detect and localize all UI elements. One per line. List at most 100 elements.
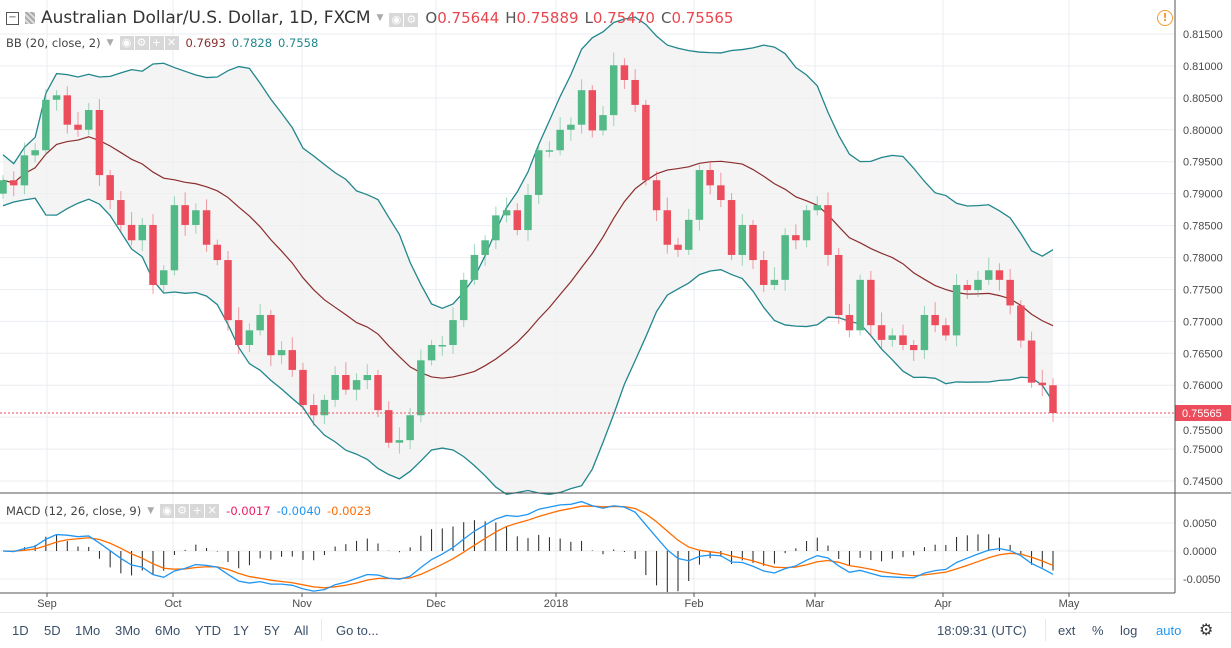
close-icon[interactable]: ✕ [205, 504, 220, 518]
macd-label[interactable]: MACD (12, 26, close, 9) [6, 503, 142, 518]
candle [395, 427, 404, 454]
candle-body [127, 224, 136, 241]
candle-body [781, 235, 789, 280]
candle [1038, 369, 1047, 397]
range-5d[interactable]: 5D [44, 623, 61, 638]
candle [834, 247, 843, 324]
candle [792, 224, 800, 250]
eye-icon[interactable]: ◉ [389, 13, 404, 27]
candle-body [106, 175, 114, 201]
low-value: 0.75470 [592, 9, 655, 27]
bb-label[interactable]: BB (20, close, 2) [6, 35, 101, 50]
candle-body [202, 210, 211, 245]
macd-signal-value: -0.0023 [326, 503, 372, 518]
chevron-down-icon[interactable]: ▼ [147, 505, 155, 516]
gear-icon[interactable]: ⚙ [134, 36, 149, 50]
candle [63, 86, 72, 134]
candle-body [299, 369, 307, 406]
candle [749, 219, 757, 270]
candle-body [642, 104, 650, 181]
range-1mo[interactable]: 1Mo [75, 623, 101, 638]
candle-body [974, 279, 982, 291]
candle [42, 88, 50, 156]
gear-icon[interactable]: ⚙ [404, 13, 419, 27]
candle [642, 99, 650, 186]
candle [609, 52, 618, 126]
candle [438, 336, 447, 356]
candle-body [717, 185, 725, 201]
ext-toggle[interactable]: ext [1058, 623, 1076, 638]
candle-body [1038, 382, 1047, 386]
price-tick-label: 0.75000 [1183, 444, 1223, 456]
range-1y[interactable]: 1Y [233, 623, 249, 638]
candle-body [352, 380, 361, 390]
range-all[interactable]: All [294, 623, 309, 638]
candle [84, 102, 93, 135]
candle-body [920, 314, 929, 351]
plus-icon[interactable]: + [149, 36, 164, 50]
candle-body [138, 224, 147, 241]
time-tick-label: Feb [685, 598, 704, 610]
price-tick-label: 0.80500 [1183, 93, 1223, 105]
candle-body [63, 95, 72, 125]
candle [899, 324, 907, 351]
candle-body [181, 205, 189, 225]
price-tick-label: 0.78000 [1183, 253, 1223, 265]
candle [952, 274, 961, 347]
candle-body [845, 314, 854, 331]
chart-canvas[interactable]: 0.81500 0.81000 0.80500 0.80000 0.79500 0.790… [0, 0, 1231, 612]
candle-body [599, 115, 607, 131]
auto-toggle[interactable]: auto [1156, 623, 1182, 638]
gear-icon[interactable]: ⚙ [175, 504, 190, 518]
bb-basis-value: 0.7693 [185, 35, 226, 50]
candle [20, 142, 29, 195]
collapse-icon[interactable]: − [6, 11, 19, 25]
range-6mo[interactable]: 6Mo [155, 623, 181, 638]
candle-body [545, 150, 554, 152]
candle-body [213, 244, 222, 261]
candle-body [417, 360, 425, 416]
candle-body [856, 279, 864, 331]
plus-icon[interactable]: + [190, 504, 205, 518]
range-5y[interactable]: 5Y [264, 623, 280, 638]
candle-body [267, 314, 275, 356]
warning-icon[interactable]: ! [1157, 10, 1173, 26]
price-tick-label: 0.79500 [1183, 157, 1223, 169]
goto-button[interactable]: Go to... [336, 623, 379, 638]
candle [256, 304, 264, 336]
candle-body [1006, 279, 1014, 306]
symbol-title[interactable]: Australian Dollar/U.S. Dollar, 1D, FXCM [41, 8, 371, 28]
candle-body [706, 170, 714, 186]
eye-icon[interactable]: ◉ [119, 36, 134, 50]
candle [267, 309, 275, 367]
candle [1049, 378, 1057, 422]
candle-body [995, 270, 1004, 280]
time-tick-label: Sep [37, 598, 57, 610]
candle [770, 267, 779, 291]
chevron-down-icon[interactable]: ▼ [106, 37, 114, 48]
range-ytd[interactable]: YTD [195, 623, 221, 638]
time-tick-label: Dec [426, 598, 446, 610]
clock[interactable]: 18:09:31 (UTC) [937, 623, 1027, 638]
candle [127, 212, 136, 246]
eye-icon[interactable]: ◉ [160, 504, 175, 518]
chevron-down-icon[interactable]: ▼ [376, 13, 384, 23]
log-toggle[interactable]: log [1120, 623, 1138, 638]
time-tick-label: Nov [292, 598, 312, 610]
bb-legend: BB (20, close, 2) ▼ ◉ ⚙ + ✕ 0.7693 0.7828 0… [6, 35, 318, 50]
candle [352, 373, 361, 401]
divider [1045, 619, 1046, 641]
settings-gear-icon[interactable]: ⚙ [1199, 622, 1214, 639]
percent-toggle[interactable]: % [1092, 623, 1104, 638]
range-1d[interactable]: 1D [12, 623, 29, 638]
candle-body [406, 415, 414, 441]
candle-body [770, 279, 779, 285]
candle-body [1049, 385, 1057, 414]
candle-body [331, 375, 339, 400]
candle [106, 170, 114, 209]
range-3mo[interactable]: 3Mo [115, 623, 141, 638]
candle [867, 270, 875, 337]
candle-body [374, 375, 382, 411]
close-icon[interactable]: ✕ [164, 36, 179, 50]
candle-body [524, 194, 532, 231]
